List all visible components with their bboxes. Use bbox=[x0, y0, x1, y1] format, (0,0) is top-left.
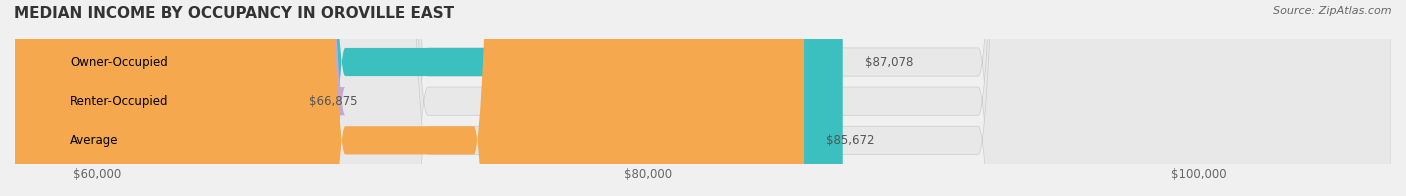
Text: Source: ZipAtlas.com: Source: ZipAtlas.com bbox=[1274, 6, 1392, 16]
Text: Average: Average bbox=[70, 134, 118, 147]
Text: MEDIAN INCOME BY OCCUPANCY IN OROVILLE EAST: MEDIAN INCOME BY OCCUPANCY IN OROVILLE E… bbox=[14, 6, 454, 21]
Text: Owner-Occupied: Owner-Occupied bbox=[70, 55, 167, 69]
Text: Renter-Occupied: Renter-Occupied bbox=[70, 95, 169, 108]
Text: $87,078: $87,078 bbox=[865, 55, 912, 69]
FancyBboxPatch shape bbox=[15, 0, 1391, 196]
FancyBboxPatch shape bbox=[15, 0, 1391, 196]
Text: $85,672: $85,672 bbox=[827, 134, 875, 147]
FancyBboxPatch shape bbox=[15, 0, 842, 196]
FancyBboxPatch shape bbox=[0, 0, 346, 196]
FancyBboxPatch shape bbox=[15, 0, 804, 196]
FancyBboxPatch shape bbox=[15, 0, 1391, 196]
Text: $66,875: $66,875 bbox=[309, 95, 357, 108]
